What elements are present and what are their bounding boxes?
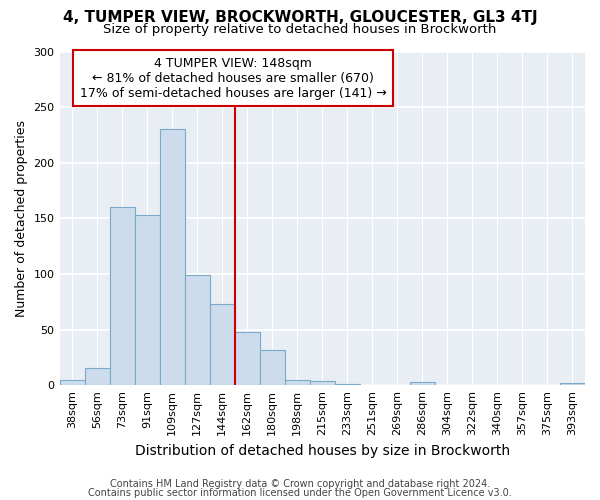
Text: Contains HM Land Registry data © Crown copyright and database right 2024.: Contains HM Land Registry data © Crown c… bbox=[110, 479, 490, 489]
Bar bbox=[110, 208, 134, 386]
Bar bbox=[85, 368, 110, 386]
Bar bbox=[134, 215, 160, 386]
Bar bbox=[235, 332, 260, 386]
Text: 4 TUMPER VIEW: 148sqm
← 81% of detached houses are smaller (670)
17% of semi-det: 4 TUMPER VIEW: 148sqm ← 81% of detached … bbox=[80, 56, 386, 100]
Bar bbox=[560, 383, 585, 386]
Bar bbox=[160, 130, 185, 386]
Bar bbox=[285, 380, 310, 386]
Text: Size of property relative to detached houses in Brockworth: Size of property relative to detached ho… bbox=[103, 22, 497, 36]
Y-axis label: Number of detached properties: Number of detached properties bbox=[15, 120, 28, 317]
Text: Contains public sector information licensed under the Open Government Licence v3: Contains public sector information licen… bbox=[88, 488, 512, 498]
Bar bbox=[310, 381, 335, 386]
Text: 4, TUMPER VIEW, BROCKWORTH, GLOUCESTER, GL3 4TJ: 4, TUMPER VIEW, BROCKWORTH, GLOUCESTER, … bbox=[62, 10, 538, 25]
Bar bbox=[209, 304, 235, 386]
Bar bbox=[335, 384, 360, 386]
Bar bbox=[260, 350, 285, 386]
Bar bbox=[59, 380, 85, 386]
Bar bbox=[410, 382, 435, 386]
Bar bbox=[185, 275, 209, 386]
X-axis label: Distribution of detached houses by size in Brockworth: Distribution of detached houses by size … bbox=[135, 444, 510, 458]
